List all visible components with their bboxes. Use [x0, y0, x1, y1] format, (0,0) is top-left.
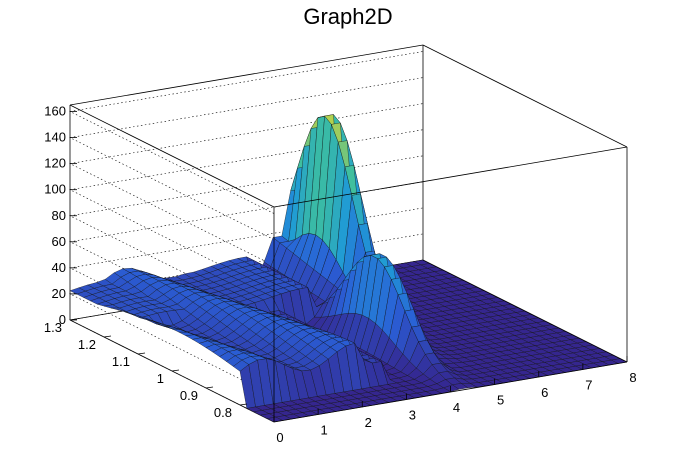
x-tick-label: 8: [629, 370, 636, 385]
x-tick-label: 6: [541, 385, 548, 400]
x-tick-label: 4: [453, 400, 460, 415]
x-tick-label: 5: [497, 393, 504, 408]
z-tick-label: 140: [44, 130, 66, 145]
z-tick-label: 120: [44, 156, 66, 171]
y-tick: [205, 386, 214, 389]
x-tick-label: 3: [409, 408, 416, 423]
y-tick: [103, 335, 112, 338]
y-tick-label: 1.3: [44, 320, 62, 335]
x-axis-ticks: 0 1 2 3 4 5 6 7 8: [273, 356, 637, 445]
y-tick-label: 0.9: [180, 388, 198, 403]
x-tick-label: 1: [321, 423, 328, 438]
z-tick-label: 100: [44, 182, 66, 197]
chart-title: Graph2D: [303, 4, 393, 29]
y-tick: [69, 318, 78, 321]
frame-edge: [69, 104, 275, 208]
frame-edge: [273, 146, 628, 208]
y-tick-label: 1: [157, 371, 164, 386]
x-tick-label: 0: [276, 430, 283, 445]
y-tick-label: 1.1: [112, 354, 130, 369]
surface-mesh: [69, 113, 628, 423]
frame-edge: [69, 44, 424, 106]
z-tick-label: 40: [52, 260, 66, 275]
y-tick-label: 0.8: [214, 405, 232, 420]
y-tick: [239, 403, 248, 406]
frame-edge: [422, 44, 628, 148]
z-tick-label: 160: [44, 104, 66, 119]
frame-edge: [422, 259, 628, 363]
z-tick-label: 60: [52, 234, 66, 249]
y-axis-ticks: 0.8 0.9 1 1.1 1.2 1.3: [44, 318, 248, 420]
z-tick-label: 20: [52, 286, 66, 301]
z-axis-ticks: 0 20 40 60 80 100 120 140 160: [44, 104, 77, 327]
grid-line: [69, 51, 424, 214]
x-tick-label: 2: [365, 415, 372, 430]
y-tick: [171, 369, 180, 372]
x-tick-label: 7: [585, 378, 592, 393]
y-tick: [137, 352, 146, 355]
z-tick-label: 0: [59, 312, 66, 327]
y-tick-label: 1.2: [78, 337, 96, 352]
z-tick-label: 80: [52, 208, 66, 223]
grid-line: [69, 77, 424, 240]
